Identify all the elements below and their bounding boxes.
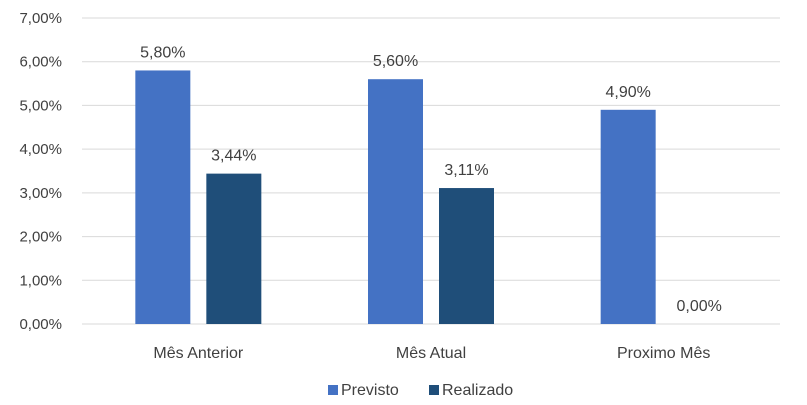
data-label: 5,60% (373, 53, 418, 70)
y-axis-tick-labels: 0,00% 1,00% 2,00% 3,00% 4,00% 5,00% 6,00% 7,00% (19, 10, 62, 333)
x-category-label: Mês Atual (396, 345, 466, 362)
legend-label: Realizado (442, 382, 513, 399)
bar-previsto (135, 70, 191, 324)
y-tick-label: 1,00% (19, 272, 62, 289)
y-tick-label: 0,00% (19, 316, 62, 333)
bar-previsto (600, 109, 656, 324)
y-tick-label: 3,00% (19, 185, 62, 202)
data-label: 0,00% (676, 298, 721, 315)
data-labels: 5,80% 3,44% 5,60% 3,11% 4,90% 0,00% (140, 44, 722, 315)
bars (135, 70, 656, 324)
data-label: 4,90% (605, 84, 650, 101)
x-category-label: Proximo Mês (617, 345, 710, 362)
gridlines (82, 17, 780, 325)
bar-realizado (439, 188, 494, 324)
bar-previsto (368, 79, 423, 324)
x-category-label: Mês Anterior (153, 345, 243, 362)
y-tick-label: 5,00% (19, 97, 62, 114)
y-tick-label: 6,00% (19, 54, 62, 71)
bar-realizado (206, 173, 262, 324)
legend-label: Previsto (341, 382, 399, 399)
legend-item-previsto: Previsto (328, 382, 399, 399)
y-tick-label: 7,00% (19, 10, 62, 27)
y-tick-label: 2,00% (19, 229, 62, 246)
legend-swatch (429, 385, 439, 395)
legend-swatch (328, 385, 338, 395)
legend-item-realizado: Realizado (429, 382, 513, 399)
x-axis-category-labels: Mês Anterior Mês Atual Proximo Mês (153, 345, 710, 362)
y-tick-label: 4,00% (19, 141, 62, 158)
legend: Previsto Realizado (328, 382, 513, 399)
data-label: 5,80% (140, 44, 185, 61)
data-label: 3,44% (211, 148, 256, 165)
data-label: 3,11% (444, 162, 488, 179)
